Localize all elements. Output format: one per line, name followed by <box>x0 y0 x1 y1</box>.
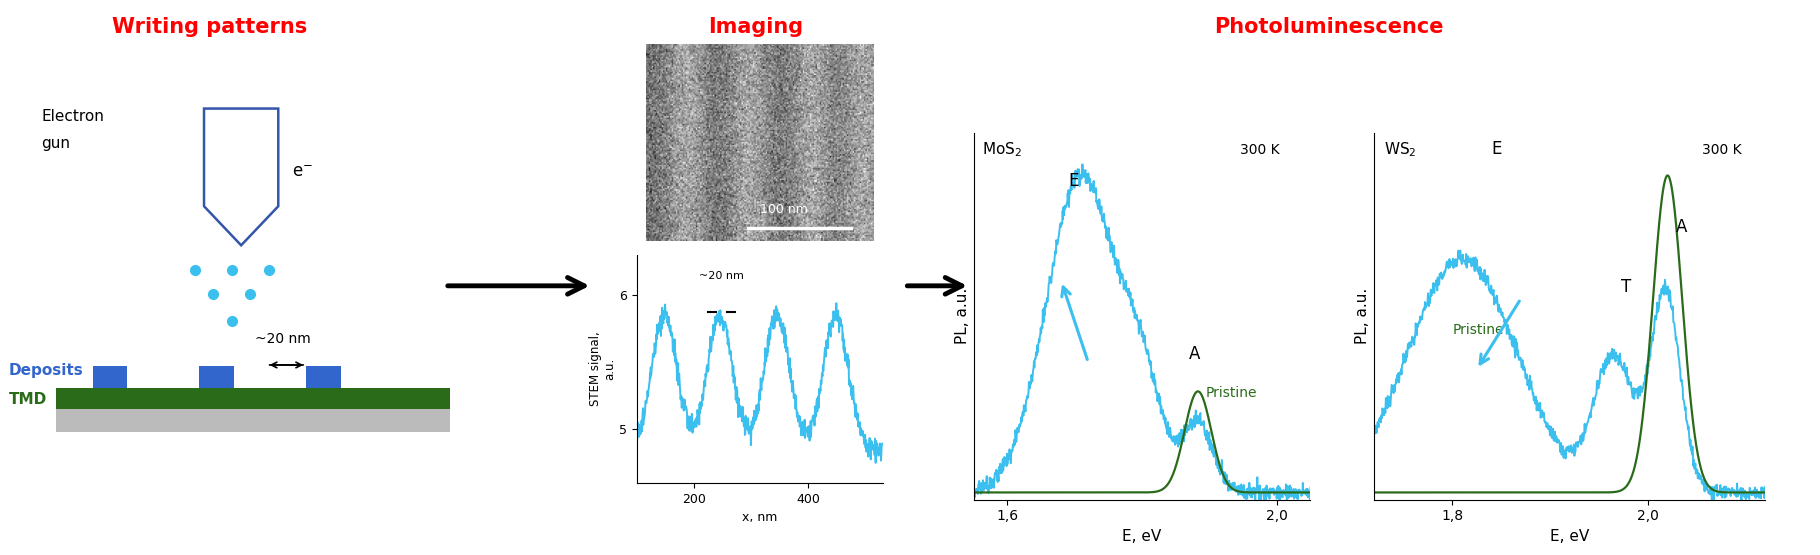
Bar <box>55 388 450 409</box>
Text: A: A <box>1188 345 1201 362</box>
Text: TMD: TMD <box>9 392 47 407</box>
Bar <box>55 409 450 432</box>
Text: E: E <box>1492 140 1501 158</box>
Text: Pristine: Pristine <box>1452 323 1503 337</box>
Text: WS$_2$: WS$_2$ <box>1383 140 1416 159</box>
Bar <box>200 366 235 388</box>
Text: Electron: Electron <box>42 109 104 124</box>
Text: e$^{-}$: e$^{-}$ <box>293 163 313 181</box>
Text: ~20 nm: ~20 nm <box>255 332 311 346</box>
Text: ~20 nm: ~20 nm <box>699 271 744 281</box>
Text: Writing patterns: Writing patterns <box>111 17 308 37</box>
Y-axis label: PL, a.u.: PL, a.u. <box>1354 288 1370 345</box>
Text: 100 nm: 100 nm <box>761 203 808 216</box>
X-axis label: x, nm: x, nm <box>743 511 777 524</box>
Bar <box>306 366 340 388</box>
Text: gun: gun <box>42 135 71 150</box>
Bar <box>93 366 127 388</box>
Text: Pristine: Pristine <box>1207 386 1258 400</box>
X-axis label: E, eV: E, eV <box>1551 529 1589 544</box>
Text: 300 K: 300 K <box>1702 143 1742 157</box>
Y-axis label: PL, a.u.: PL, a.u. <box>954 288 970 345</box>
Text: Imaging: Imaging <box>708 17 803 37</box>
Text: E: E <box>1068 172 1079 190</box>
X-axis label: E, eV: E, eV <box>1123 529 1161 544</box>
Text: A: A <box>1676 218 1687 236</box>
Polygon shape <box>204 109 278 245</box>
Text: T: T <box>1620 278 1631 296</box>
Text: 300 K: 300 K <box>1239 143 1279 157</box>
Text: Deposits: Deposits <box>9 363 84 378</box>
Text: MoS$_2$: MoS$_2$ <box>981 140 1021 159</box>
Y-axis label: STEM signal,
a.u.: STEM signal, a.u. <box>588 332 617 406</box>
Text: Photoluminescence: Photoluminescence <box>1214 17 1443 37</box>
